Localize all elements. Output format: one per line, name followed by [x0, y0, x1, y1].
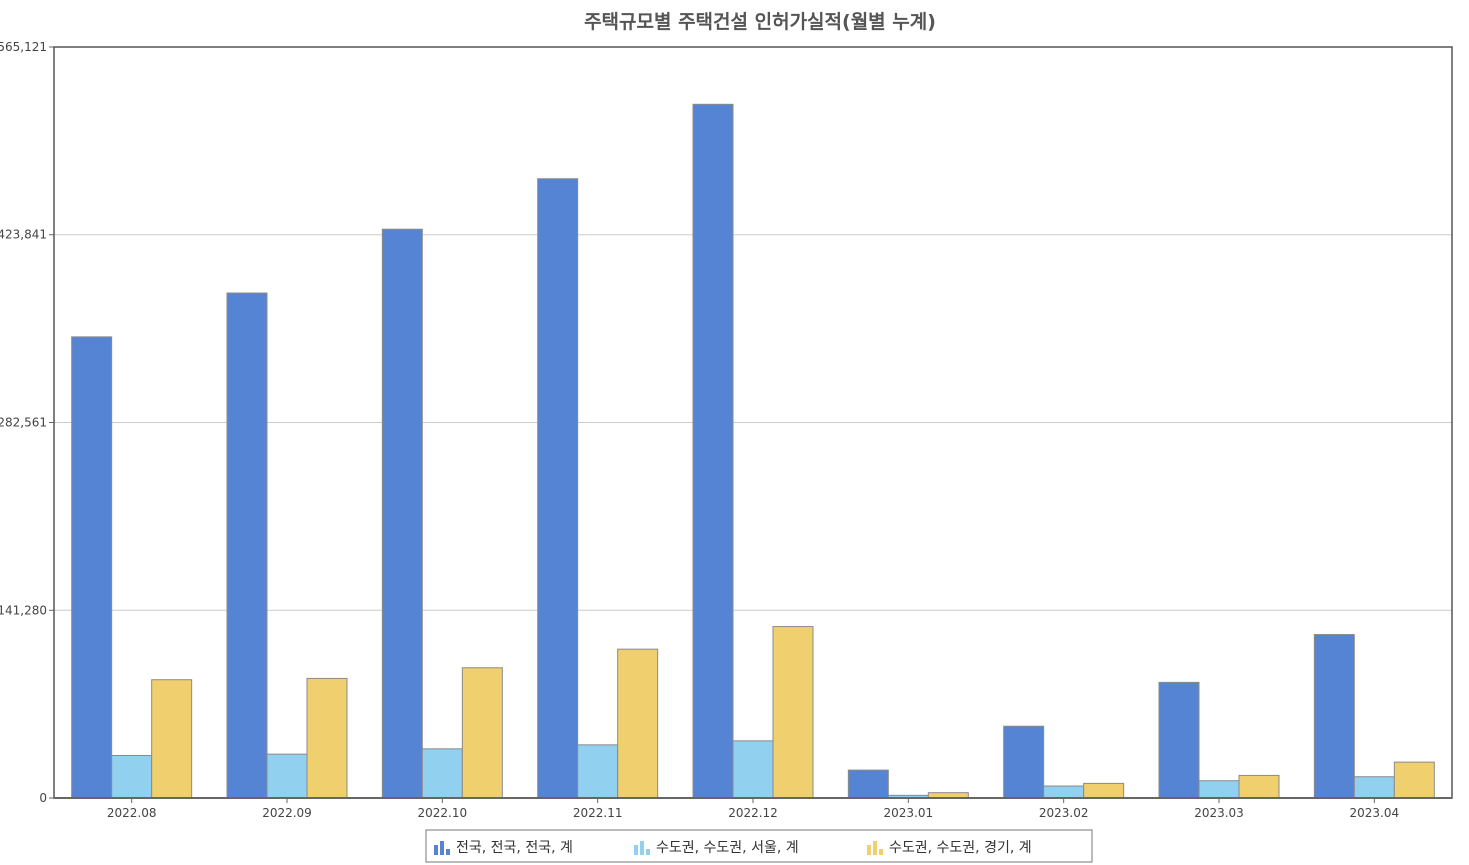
x-tick-label: 2023.02 — [1039, 806, 1089, 820]
legend-icon-bar — [873, 841, 877, 855]
legend-icon-bar — [440, 841, 444, 855]
bar[interactable] — [577, 744, 619, 799]
legend-label: 수도권, 수도권, 서울, 계 — [656, 840, 799, 856]
bar[interactable] — [617, 648, 659, 799]
legend-icon-bar — [434, 845, 438, 855]
bar[interactable] — [1198, 780, 1240, 799]
y-tick-label: 565,121 — [0, 40, 47, 54]
legend-item[interactable]: 수도권, 수도권, 서울, 계 — [634, 840, 799, 856]
bar[interactable] — [151, 679, 193, 799]
x-tick-label: 2023.03 — [1194, 806, 1244, 820]
legend-icon-bar — [446, 849, 450, 855]
bar[interactable] — [71, 336, 113, 799]
bar[interactable] — [1003, 725, 1045, 799]
bar[interactable] — [1083, 782, 1125, 799]
legend-box — [425, 829, 1093, 863]
bar-chart-icon — [867, 841, 883, 855]
bar[interactable] — [1313, 634, 1355, 799]
chart-title: 주택규모별 주택건설 인허가실적(월별 누계) — [584, 11, 936, 33]
x-tick-label: 2023.04 — [1350, 806, 1400, 820]
bar[interactable] — [692, 103, 734, 799]
bar[interactable] — [1238, 774, 1280, 799]
bar[interactable] — [111, 754, 153, 799]
bar[interactable] — [461, 667, 503, 799]
y-tick-label: 423,841 — [0, 228, 47, 242]
bar[interactable] — [1158, 681, 1200, 799]
x-tick-label: 2022.12 — [728, 806, 778, 820]
bar-chart-icon — [634, 841, 650, 855]
bar[interactable] — [226, 292, 268, 799]
y-tick-label: 282,561 — [0, 415, 47, 429]
bar[interactable] — [847, 769, 889, 799]
legend-item[interactable]: 전국, 전국, 전국, 계 — [434, 840, 573, 856]
legend-icon-bar — [640, 841, 644, 855]
bar[interactable] — [1393, 761, 1435, 799]
legend-icon-bar — [634, 845, 638, 855]
x-tick-label: 2022.09 — [262, 806, 312, 820]
bar[interactable] — [306, 677, 348, 799]
x-tick-label: 2022.11 — [573, 806, 623, 820]
x-tick-label: 2022.10 — [418, 806, 468, 820]
bar[interactable] — [537, 178, 579, 799]
bar[interactable] — [772, 626, 814, 799]
bar[interactable] — [421, 748, 463, 799]
bar[interactable] — [266, 753, 308, 799]
y-axis-ticks: 0 141,280 282,561 423,841 565,121 — [0, 40, 54, 805]
bar-chart-icon — [434, 841, 450, 855]
legend-icon-bar — [646, 849, 650, 855]
x-tick-label: 2023.01 — [884, 806, 934, 820]
bar[interactable] — [1353, 776, 1395, 799]
legend[interactable]: 전국, 전국, 전국, 계 수도권, 수도권, 서울, 계 수도권, 수도권, 경기… — [425, 829, 1093, 863]
grid-layer — [54, 234, 1452, 611]
bar[interactable] — [1043, 785, 1085, 799]
legend-label: 수도권, 수도권, 경기, 계 — [889, 840, 1032, 856]
legend-label: 전국, 전국, 전국, 계 — [456, 840, 573, 856]
bar[interactable] — [381, 228, 423, 799]
legend-icon-bar — [867, 845, 871, 855]
y-tick-label: 0 — [39, 791, 47, 805]
y-tick-label: 141,280 — [0, 603, 47, 617]
x-tick-label: 2022.08 — [107, 806, 157, 820]
legend-icon-bar — [879, 849, 883, 855]
x-axis-ticks: 2022.08 2022.09 2022.10 2022.11 2022.12 2023.… — [107, 798, 1399, 820]
bar[interactable] — [732, 740, 774, 799]
bars — [71, 103, 1435, 799]
legend-item[interactable]: 수도권, 수도권, 경기, 계 — [867, 840, 1032, 856]
